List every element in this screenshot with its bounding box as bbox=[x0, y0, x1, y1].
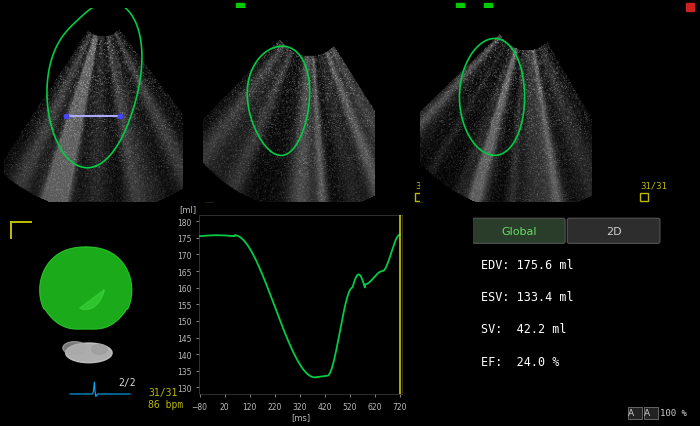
FancyBboxPatch shape bbox=[567, 219, 660, 244]
Text: 100 %: 100 % bbox=[660, 408, 687, 417]
Polygon shape bbox=[80, 290, 104, 310]
Text: 4Ch: 4Ch bbox=[5, 8, 25, 18]
X-axis label: [ms]: [ms] bbox=[291, 412, 311, 421]
FancyBboxPatch shape bbox=[473, 219, 565, 244]
Polygon shape bbox=[40, 248, 132, 329]
Text: SAX (medial): SAX (medial) bbox=[248, 8, 329, 18]
Bar bbox=[644, 407, 658, 419]
Bar bbox=[10, 222, 12, 239]
Bar bbox=[628, 407, 642, 419]
Text: ESV: 133.4 ml: ESV: 133.4 ml bbox=[482, 290, 574, 303]
Text: A: A bbox=[644, 408, 650, 417]
Text: SV:  42.2 ml: SV: 42.2 ml bbox=[482, 322, 567, 335]
Text: 31/31: 31/31 bbox=[640, 181, 667, 190]
Text: 31/31: 31/31 bbox=[205, 181, 232, 190]
Text: [ml]: [ml] bbox=[179, 204, 196, 213]
Ellipse shape bbox=[92, 345, 107, 354]
Bar bbox=[415, 193, 423, 201]
Ellipse shape bbox=[66, 343, 112, 363]
Text: 31/31: 31/31 bbox=[415, 181, 442, 190]
Text: A: A bbox=[628, 408, 634, 417]
Text: EDV: 175.6 ml: EDV: 175.6 ml bbox=[482, 258, 574, 271]
Text: 86 bpm: 86 bpm bbox=[148, 399, 183, 409]
Text: 31/31: 31/31 bbox=[148, 387, 177, 397]
Text: Global: Global bbox=[501, 226, 537, 236]
Text: 2/2: 2/2 bbox=[118, 377, 136, 387]
Bar bbox=[205, 193, 213, 201]
Text: 2D: 2D bbox=[606, 226, 622, 236]
Text: EF:  24.0 %: EF: 24.0 % bbox=[482, 355, 560, 368]
Ellipse shape bbox=[63, 342, 86, 354]
Text: SAX (basal): SAX (basal) bbox=[496, 8, 570, 18]
Bar bbox=[10, 222, 32, 224]
Bar bbox=[640, 193, 648, 201]
